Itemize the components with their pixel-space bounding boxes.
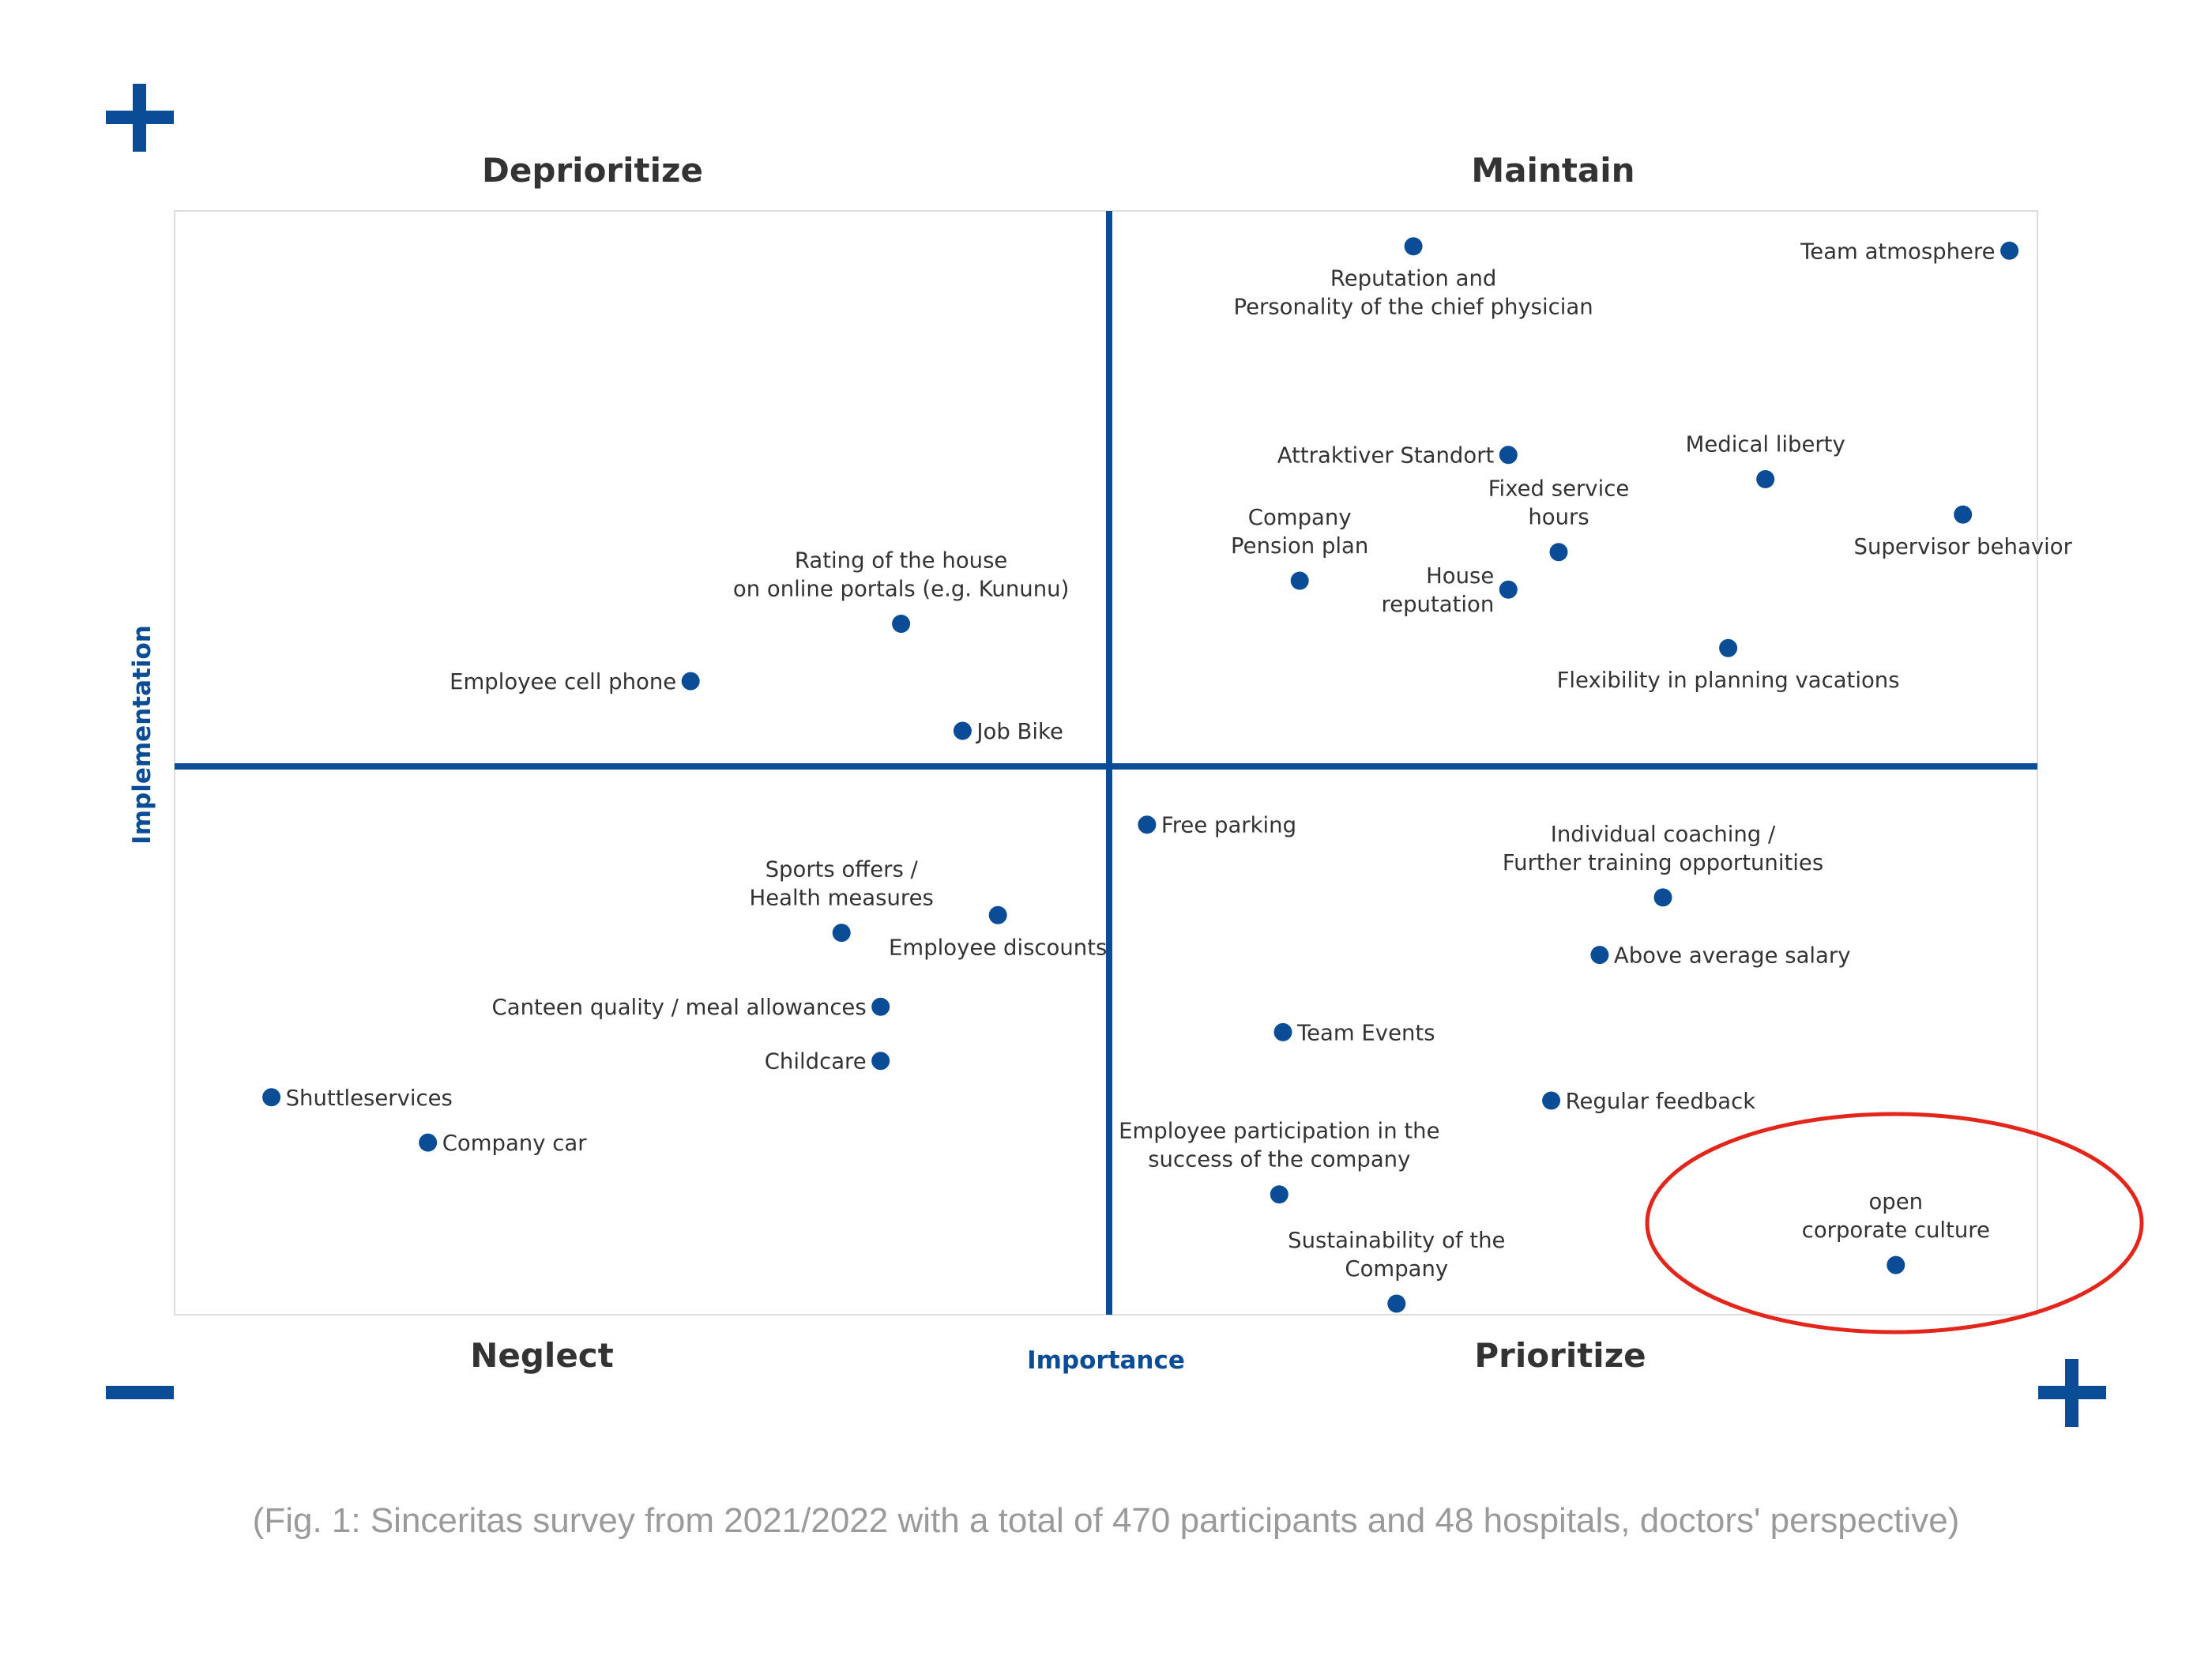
- data-point-label: Employee discounts: [889, 935, 1107, 960]
- quadrant-label-maintain: Maintain: [1471, 151, 1635, 190]
- data-point-marker: [871, 997, 890, 1016]
- data-point-label: Shuttleservices: [286, 1086, 453, 1111]
- data-point-marker: [988, 905, 1007, 924]
- minus-icon-bottom-left: [106, 1386, 174, 1399]
- quadrant-label-deprioritize: Deprioritize: [482, 151, 703, 190]
- data-point-marker: [1138, 815, 1157, 834]
- data-point-label: Canteen quality / meal allowances: [492, 995, 867, 1020]
- data-point-label: Free parking: [1161, 813, 1296, 838]
- data-point-label: Employee cell phone: [450, 669, 676, 694]
- data-point-marker: [832, 924, 851, 943]
- data-point-label: Job Bike: [975, 719, 1063, 744]
- data-point-marker: [1887, 1255, 1905, 1274]
- data-point-marker: [1273, 1022, 1292, 1041]
- figure-caption: (Fig. 1: Sinceritas survey from 2021/202…: [252, 1501, 1960, 1540]
- data-point-label: Childcare: [765, 1049, 867, 1075]
- y-axis-label: Implementation: [128, 625, 156, 845]
- data-point-label: Employee participation in the success of …: [1119, 1119, 1439, 1172]
- data-point-label: Company Pension plan: [1231, 505, 1368, 559]
- data-point-marker: [892, 615, 911, 633]
- data-point-marker: [2000, 241, 2019, 260]
- plus-icon-top-left: [106, 84, 174, 152]
- data-point-label: Reputation and Personality of the chief p…: [1234, 266, 1593, 320]
- data-point-marker: [1387, 1294, 1406, 1313]
- data-point-label: Company car: [442, 1131, 588, 1156]
- data-point-label: House reputation: [1381, 563, 1494, 617]
- data-point-label: Regular feedback: [1566, 1089, 1756, 1114]
- data-point-label: Team Events: [1296, 1020, 1435, 1045]
- data-point-marker: [1756, 470, 1775, 488]
- data-point-label: Medical liberty: [1686, 432, 1845, 457]
- data-points: Reputation and Personality of the chief p…: [262, 237, 2073, 1313]
- data-point-label: Flexibility in planning vacations: [1557, 668, 1900, 693]
- data-point-marker: [953, 721, 972, 740]
- data-point-marker: [871, 1052, 890, 1071]
- data-point-marker: [1954, 505, 1973, 524]
- data-point-marker: [1719, 638, 1738, 657]
- data-point-marker: [1653, 888, 1672, 907]
- x-axis-label: Importance: [1027, 1346, 1185, 1375]
- data-point-label: Sports offers / Health measures: [750, 857, 934, 911]
- highlight-circle: [1645, 1112, 2144, 1334]
- data-point-label: Sustainability of the Company: [1288, 1228, 1505, 1282]
- data-point-marker: [262, 1088, 281, 1107]
- data-point-marker: [1499, 580, 1518, 599]
- data-point-marker: [1549, 543, 1568, 562]
- data-point-label: Team atmosphere: [1800, 239, 1995, 264]
- data-point-label: Rating of the house on online portals (e.…: [733, 548, 1069, 602]
- data-point-marker: [681, 672, 700, 691]
- plus-icon-bottom-right: [2038, 1359, 2106, 1427]
- quadrant-label-neglect: Neglect: [470, 1336, 614, 1375]
- data-point-label: Fixed service hours: [1488, 476, 1630, 530]
- data-point-label: open corporate culture: [1802, 1189, 1990, 1243]
- data-point-marker: [419, 1133, 438, 1152]
- data-point-label: Supervisor behavior: [1854, 534, 2073, 559]
- data-point-marker: [1542, 1091, 1561, 1110]
- data-point-label: Individual coaching / Further training op…: [1503, 822, 1823, 875]
- data-point-marker: [1270, 1185, 1288, 1204]
- data-point-marker: [1590, 946, 1609, 965]
- data-point-marker: [1499, 446, 1518, 465]
- data-point-label: Above average salary: [1614, 943, 1851, 969]
- quadrant-label-prioritize: Prioritize: [1474, 1336, 1646, 1375]
- data-point-marker: [1404, 237, 1423, 256]
- data-point-label: Attraktiver Standort: [1277, 443, 1495, 469]
- data-point-marker: [1290, 571, 1309, 590]
